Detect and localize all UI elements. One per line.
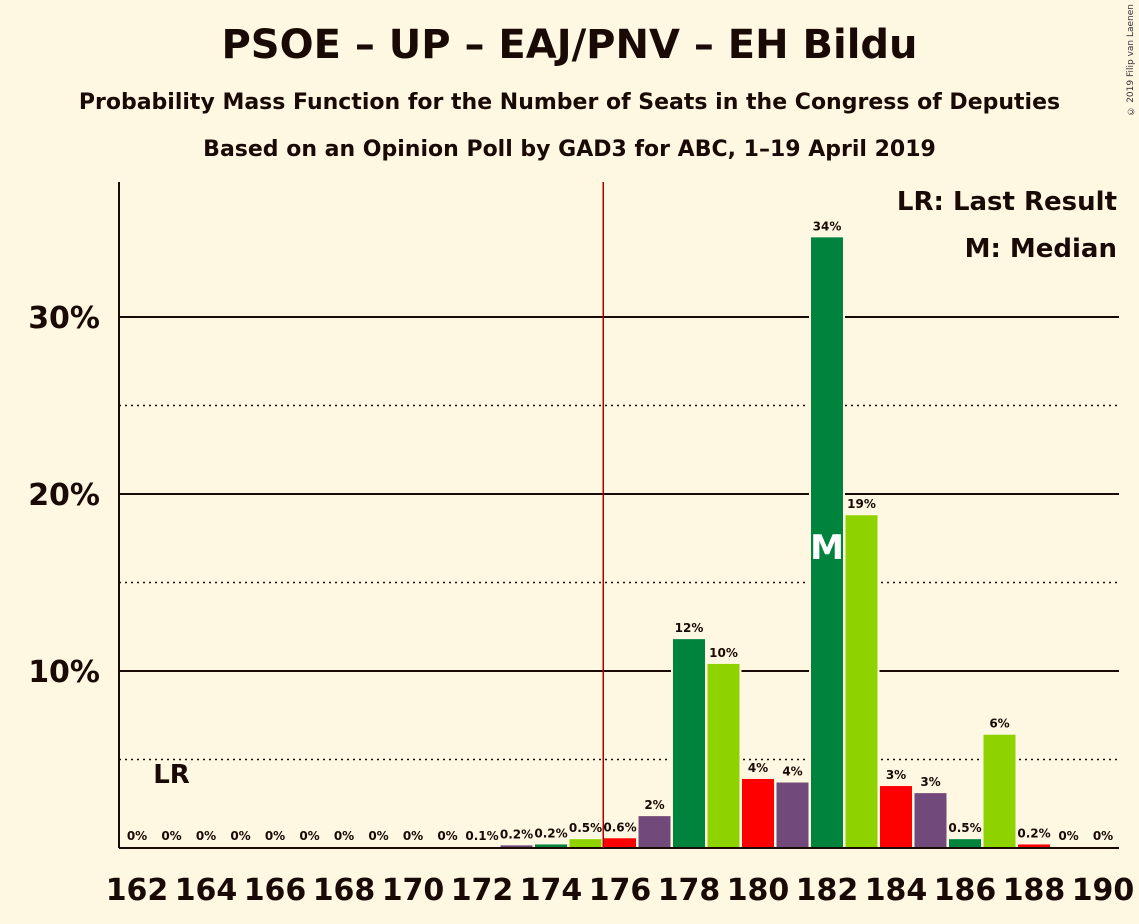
bar-value-label: 0% xyxy=(161,829,181,843)
chart-title: PSOE – UP – EAJ/PNV – EH Bildu xyxy=(221,22,918,68)
bar-value-label: 0% xyxy=(299,829,319,843)
bar-seats-188 xyxy=(1018,844,1050,848)
x-tick-label: 180 xyxy=(727,873,790,908)
legend-median: M: Median xyxy=(965,234,1117,264)
bar-value-label: 0.2% xyxy=(534,826,567,840)
bar-value-label: 0.6% xyxy=(603,820,636,834)
x-tick-label: 184 xyxy=(865,873,928,908)
bar-value-label: 3% xyxy=(920,775,940,789)
bar-value-label: 0% xyxy=(1093,829,1113,843)
x-tick-label: 186 xyxy=(934,873,997,908)
bar-value-label: 19% xyxy=(847,497,876,511)
y-tick-label: 30% xyxy=(28,301,100,336)
bar-value-label: 0.2% xyxy=(1017,826,1050,840)
bar-seats-184 xyxy=(880,786,912,848)
chart-subtitle: Probability Mass Function for the Number… xyxy=(78,90,1061,115)
x-tick-label: 162 xyxy=(106,873,169,908)
last-result-marker: LR xyxy=(153,760,190,790)
bar-value-label: 10% xyxy=(709,646,738,660)
bar-value-label: 34% xyxy=(813,219,842,233)
median-marker: M xyxy=(810,528,844,568)
bar-value-label: 6% xyxy=(989,717,1009,731)
bar-value-label: 0% xyxy=(265,829,285,843)
bar-seats-183 xyxy=(845,515,878,848)
bar-value-label: 0.5% xyxy=(948,821,981,835)
x-axis-ticks: 162 164 166 168 170 172 174 176 178 180 182 184 186 1… xyxy=(106,873,1135,908)
bar-value-label: 0.5% xyxy=(569,821,602,835)
x-tick-label: 168 xyxy=(313,873,376,908)
y-tick-label: 10% xyxy=(28,655,100,690)
x-tick-label: 174 xyxy=(520,873,583,908)
chart-subtitle-source: Based on an Opinion Poll by GAD3 for ABC… xyxy=(203,137,936,162)
x-tick-label: 182 xyxy=(796,873,859,908)
bar-value-label: 0% xyxy=(196,829,216,843)
x-tick-label: 164 xyxy=(175,873,238,908)
bar-seats-175 xyxy=(569,839,602,848)
bar-value-label: 0% xyxy=(230,829,250,843)
bar-seats-180 xyxy=(742,778,774,848)
bar-seats-178 xyxy=(673,639,705,848)
bar-value-label: 0.1% xyxy=(465,829,498,843)
x-tick-label: 178 xyxy=(658,873,721,908)
bar-value-label: 0.2% xyxy=(500,827,533,841)
x-tick-label: 172 xyxy=(451,873,514,908)
bar-value-label: 0% xyxy=(437,829,457,843)
x-tick-label: 190 xyxy=(1072,873,1135,908)
grid-lines xyxy=(119,316,1119,761)
bar-value-label: 4% xyxy=(782,765,802,779)
bar-seats-174 xyxy=(535,844,567,848)
bar-value-label: 0% xyxy=(1058,829,1078,843)
bar-seats-181 xyxy=(776,782,809,848)
bar-seats-186 xyxy=(949,839,981,848)
x-tick-label: 188 xyxy=(1003,873,1066,908)
y-tick-label: 20% xyxy=(28,478,100,513)
x-tick-label: 176 xyxy=(589,873,652,908)
bar-value-label: 12% xyxy=(675,621,704,635)
x-tick-label: 166 xyxy=(244,873,307,908)
bar-value-label: 4% xyxy=(748,761,768,775)
bar-value-labels: 0% 0% 0% 0% 0% 0% 0% 0% 0% 0% 0.1% 0.2% 0.2% 0.5% 0.6%… xyxy=(127,219,1113,843)
bar-seats-187 xyxy=(983,734,1016,848)
bar-seats-176 xyxy=(604,838,636,848)
bar-value-label: 0% xyxy=(334,829,354,843)
bar-seats-173 xyxy=(500,845,533,848)
bar-seats-179 xyxy=(707,663,740,848)
bar-value-label: 0% xyxy=(368,829,388,843)
bar-seats-185 xyxy=(914,793,947,848)
bar-seats-177 xyxy=(638,816,671,848)
bar-value-label: 3% xyxy=(886,768,906,782)
bar-value-label: 0% xyxy=(127,829,147,843)
legend-last-result: LR: Last Result xyxy=(897,187,1117,217)
bar-value-label: 0% xyxy=(403,829,423,843)
bars xyxy=(464,237,1052,849)
x-tick-label: 170 xyxy=(382,873,445,908)
bar-value-label: 2% xyxy=(644,798,664,812)
bar-seats-182 xyxy=(811,237,843,849)
y-axis-ticks: 10% 20% 30% xyxy=(28,301,100,690)
